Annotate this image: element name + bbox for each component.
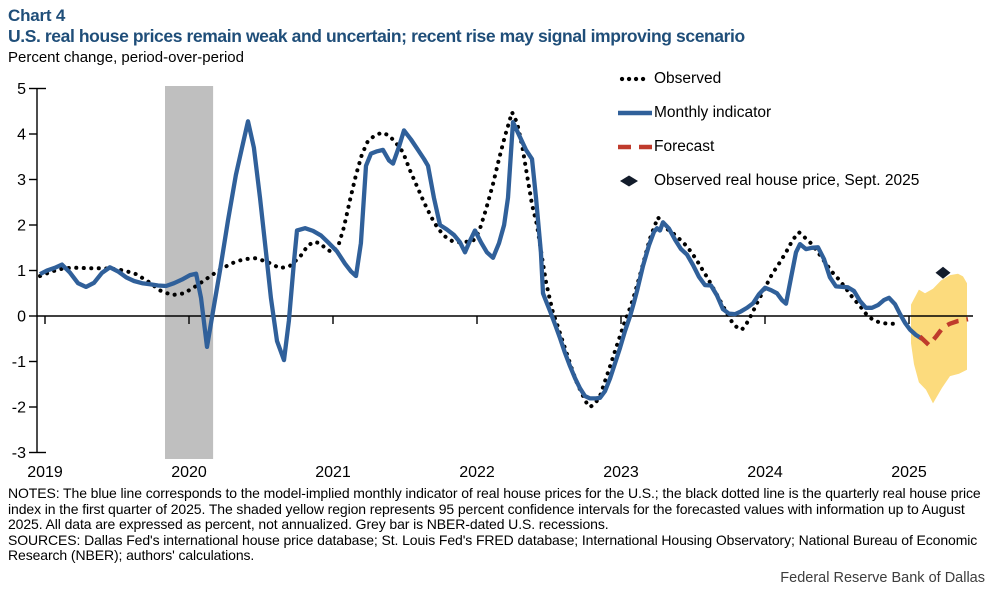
svg-text:2020: 2020 [171,464,207,481]
legend-item-monthly-indicator: Monthly indicator [618,102,919,124]
dashed-line-icon [618,144,652,150]
svg-text:2022: 2022 [459,464,495,481]
org-name: Federal Reserve Bank of Dallas [780,569,985,586]
notes-text: NOTES: The blue line corresponds to the … [8,485,981,533]
svg-text:2019: 2019 [27,464,63,481]
solid-line-icon [618,110,652,116]
svg-text:-1: -1 [12,354,26,371]
chart-number: Chart 4 [8,6,66,25]
dotted-line-icon [619,76,652,82]
page-footer: Federal Reserve Bank of Dallas [0,564,997,586]
svg-text:5: 5 [17,81,26,98]
svg-text:-3: -3 [12,445,26,462]
svg-text:2023: 2023 [603,464,639,481]
chart-header: Chart 4 U.S. real house prices remain we… [0,0,997,66]
chart-area: 5 4 3 2 1 0 -1 -2 -3 2019 2020 2021 2022 2023 2024 2025… [0,68,997,482]
svg-text:2025: 2025 [891,464,927,481]
svg-text:4: 4 [17,127,26,144]
legend-item-forecast: Forecast [618,136,919,158]
svg-text:-2: -2 [12,400,26,417]
y-axis-units-label: Percent change, period-over-period [8,49,244,66]
svg-text:2: 2 [17,218,26,235]
legend-item-observed: Observed [618,68,919,90]
legend-label-observed-point: Observed real house price, Sept. 2025 [654,172,920,189]
notes-section: NOTES: The blue line corresponds to the … [0,482,997,564]
legend-item-observed-point: Observed real house price, Sept. 2025 [618,170,919,192]
diamond-icon [620,175,638,187]
legend-label-monthly-indicator: Monthly indicator [654,104,772,121]
svg-text:2024: 2024 [747,464,783,481]
sources-text: SOURCES: Dallas Fed's international hous… [8,531,978,564]
chart-legend: Observed Monthly indicator Forecast Obse… [618,68,919,204]
svg-text:2021: 2021 [315,464,351,481]
svg-text:0: 0 [17,309,26,326]
legend-label-observed: Observed [654,70,722,87]
legend-label-forecast: Forecast [654,138,715,155]
page-title: U.S. real house prices remain weak and u… [8,26,745,46]
svg-text:3: 3 [17,172,26,189]
svg-text:1: 1 [17,263,26,280]
